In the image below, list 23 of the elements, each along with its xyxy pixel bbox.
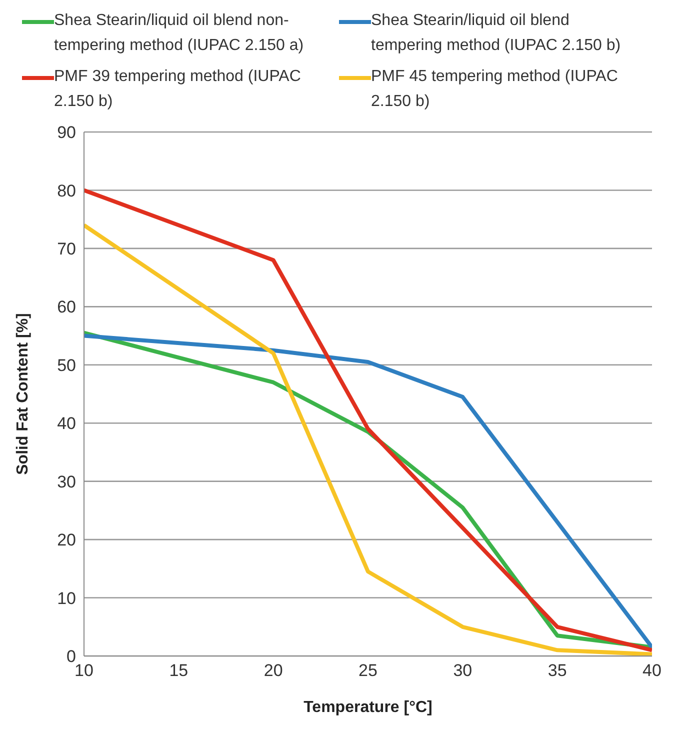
legend-label: Shea Stearin/liquid oil blend non-tempering method (IUPAC 2.150 a) bbox=[54, 11, 305, 56]
y-tick-label: 80 bbox=[57, 181, 76, 200]
y-tick-label: 70 bbox=[57, 239, 76, 258]
y-tick-label: 0 bbox=[66, 647, 76, 666]
y-tick-label: 20 bbox=[57, 530, 76, 550]
x-axis-title: Temperature [°C] bbox=[304, 699, 432, 716]
x-tick-label: 35 bbox=[548, 661, 567, 680]
y-tick-label: 50 bbox=[57, 356, 76, 375]
x-tick-label: 20 bbox=[264, 661, 283, 680]
legend-label: Shea Stearin/liquid oil blend tempering method (IUPAC 2.150 b) bbox=[371, 11, 622, 56]
legend-label: PMF 45 tempering method (IUPAC 2.150 b) bbox=[371, 67, 619, 112]
y-tick-label: 10 bbox=[57, 588, 76, 608]
x-tick-label: 40 bbox=[642, 661, 662, 680]
x-tick-label: 30 bbox=[453, 661, 472, 680]
y-tick-label: 90 bbox=[57, 123, 76, 142]
x-tick-label: 15 bbox=[169, 661, 188, 680]
y-tick-label: 30 bbox=[57, 472, 76, 492]
y-tick-label: 60 bbox=[57, 298, 76, 317]
legend-label: PMF 39 tempering method (IUPAC 2.150 b) bbox=[54, 67, 302, 112]
x-tick-label: 25 bbox=[358, 661, 378, 680]
y-axis-title: Solid Fat Content [%] bbox=[14, 313, 32, 475]
x-tick-label: 10 bbox=[74, 661, 94, 680]
y-tick-label: 40 bbox=[57, 414, 76, 434]
